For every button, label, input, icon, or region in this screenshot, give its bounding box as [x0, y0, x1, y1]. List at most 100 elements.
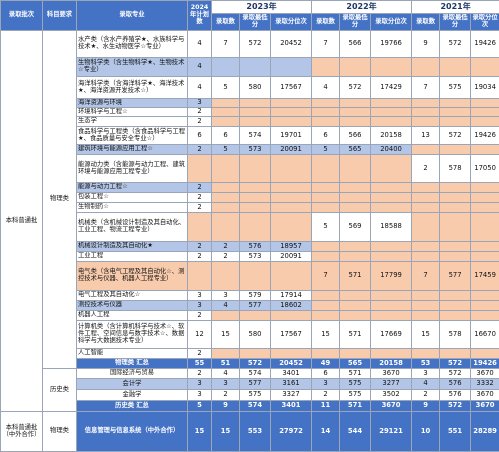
major-cell: 工业工程	[76, 251, 188, 262]
score-2022	[339, 300, 372, 311]
score-2022	[339, 348, 372, 359]
score-2023	[239, 182, 271, 193]
rank-2022	[370, 182, 413, 193]
rank-2022	[370, 241, 413, 252]
score-2021	[439, 300, 472, 311]
admit-2023: 5	[211, 76, 240, 99]
major-cell: 环境科学与工程☆	[76, 107, 188, 117]
header-admit-2021: 录取数	[411, 13, 441, 31]
score-2022	[339, 154, 372, 183]
rank-2021: 3670	[470, 400, 499, 412]
coop-major-cell: 信息管理与信息系统（中外合作）	[76, 411, 188, 452]
score-2021	[439, 182, 472, 193]
score-2021	[439, 348, 472, 359]
rank-2022: 17429	[370, 76, 413, 99]
score-2021: 572	[439, 126, 472, 145]
score-2023	[239, 98, 271, 108]
admit-2022	[311, 310, 341, 321]
rank-2021	[470, 241, 499, 252]
admit-2023	[211, 98, 240, 108]
header-year-2022: 2022年	[311, 0, 413, 14]
major-cell: 能源动力类（含能源与动力工程、建筑环境与能源应用工程专业）	[76, 154, 188, 183]
score-2023: 573	[239, 144, 271, 155]
rank-2021	[470, 251, 499, 262]
rank-2021	[470, 290, 499, 301]
plan-cell: 3	[187, 98, 212, 108]
rank-2022	[370, 202, 413, 213]
header-admit-2022: 录取数	[311, 13, 341, 31]
major-cell: 机器人工程	[76, 310, 188, 321]
admit-2022	[311, 202, 341, 213]
batch-cell: 本科普通批	[0, 30, 43, 412]
rank-2021	[470, 144, 499, 155]
admit-2022	[311, 290, 341, 301]
score-2021: 578	[439, 320, 472, 349]
admit-2021	[411, 57, 441, 77]
rank-2023	[269, 154, 313, 183]
header-major: 录取专业	[76, 0, 188, 31]
score-2023: 574	[239, 126, 271, 145]
admit-2022	[311, 107, 341, 117]
rank-2023: 18957	[269, 241, 313, 252]
rank-2023: 20091	[269, 251, 313, 262]
rank-2022	[370, 192, 413, 203]
rank-2023: 27972	[269, 411, 313, 452]
score-2021	[439, 107, 472, 117]
rank-2023	[269, 212, 313, 242]
rank-2022	[370, 107, 413, 117]
rank-2023: 18602	[269, 300, 313, 311]
score-2022	[339, 57, 372, 77]
score-2023	[239, 154, 271, 183]
admit-2022	[311, 182, 341, 193]
rank-2022: 3670	[370, 368, 413, 379]
score-2023: 577	[239, 378, 271, 390]
plan-cell: 3	[187, 389, 212, 401]
plan-cell: 2	[187, 241, 212, 252]
rank-2022: 3670	[370, 400, 413, 412]
admit-2023: 6	[211, 126, 240, 145]
rank-2023: 17567	[269, 76, 313, 99]
major-cell: 电气工程及其自动化☆	[76, 290, 188, 301]
plan-cell: 4	[187, 30, 212, 58]
score-2022	[339, 310, 372, 321]
header-admit-2023: 录取数	[211, 13, 240, 31]
admit-2021: 53	[411, 358, 441, 369]
score-2022: 569	[339, 212, 372, 242]
admit-2022	[311, 57, 341, 77]
major-cell: 国际经济与贸易	[76, 368, 188, 379]
score-2022	[339, 202, 372, 213]
score-2023: 553	[239, 411, 271, 452]
rank-2022: 18588	[370, 212, 413, 242]
batch-coop-cell: 本科普通批（中外合作）	[0, 411, 43, 452]
rank-2021: 19426	[470, 30, 499, 58]
rank-2021: 28289	[470, 411, 499, 452]
score-2021	[439, 202, 472, 213]
major-cell: 机械设计制造及其自动化★	[76, 241, 188, 252]
major-cell: 机械类（含机械设计制造及其自动化、工业工程、物流工程专业）	[76, 212, 188, 242]
score-2022	[339, 290, 372, 301]
score-2021	[439, 310, 472, 321]
admit-2021	[411, 290, 441, 301]
rank-2023	[269, 98, 313, 108]
plan-cell: 3	[187, 290, 212, 301]
score-2023	[239, 202, 271, 213]
score-2022: 571	[339, 320, 372, 349]
admit-2022: 5	[311, 144, 341, 155]
score-2023	[239, 116, 271, 127]
admit-2023	[211, 348, 240, 359]
score-2023: 573	[239, 251, 271, 262]
admit-2021: 3	[411, 368, 441, 379]
rank-2022: 17799	[370, 261, 413, 291]
rank-2023: 20091	[269, 144, 313, 155]
admit-2021: 2	[411, 154, 441, 183]
admit-2022	[311, 154, 341, 183]
admit-2022: 49	[311, 358, 341, 369]
admit-2023: 2	[211, 389, 240, 401]
major-cell: 水产类（含水产养殖学★、水族科学与技术★、水生动物医学☆专业）	[76, 30, 188, 58]
score-2023: 574	[239, 368, 271, 379]
admit-2021	[411, 241, 441, 252]
admit-2023: 7	[211, 30, 240, 58]
score-2022	[339, 98, 372, 108]
major-cell: 会计学	[76, 378, 188, 390]
